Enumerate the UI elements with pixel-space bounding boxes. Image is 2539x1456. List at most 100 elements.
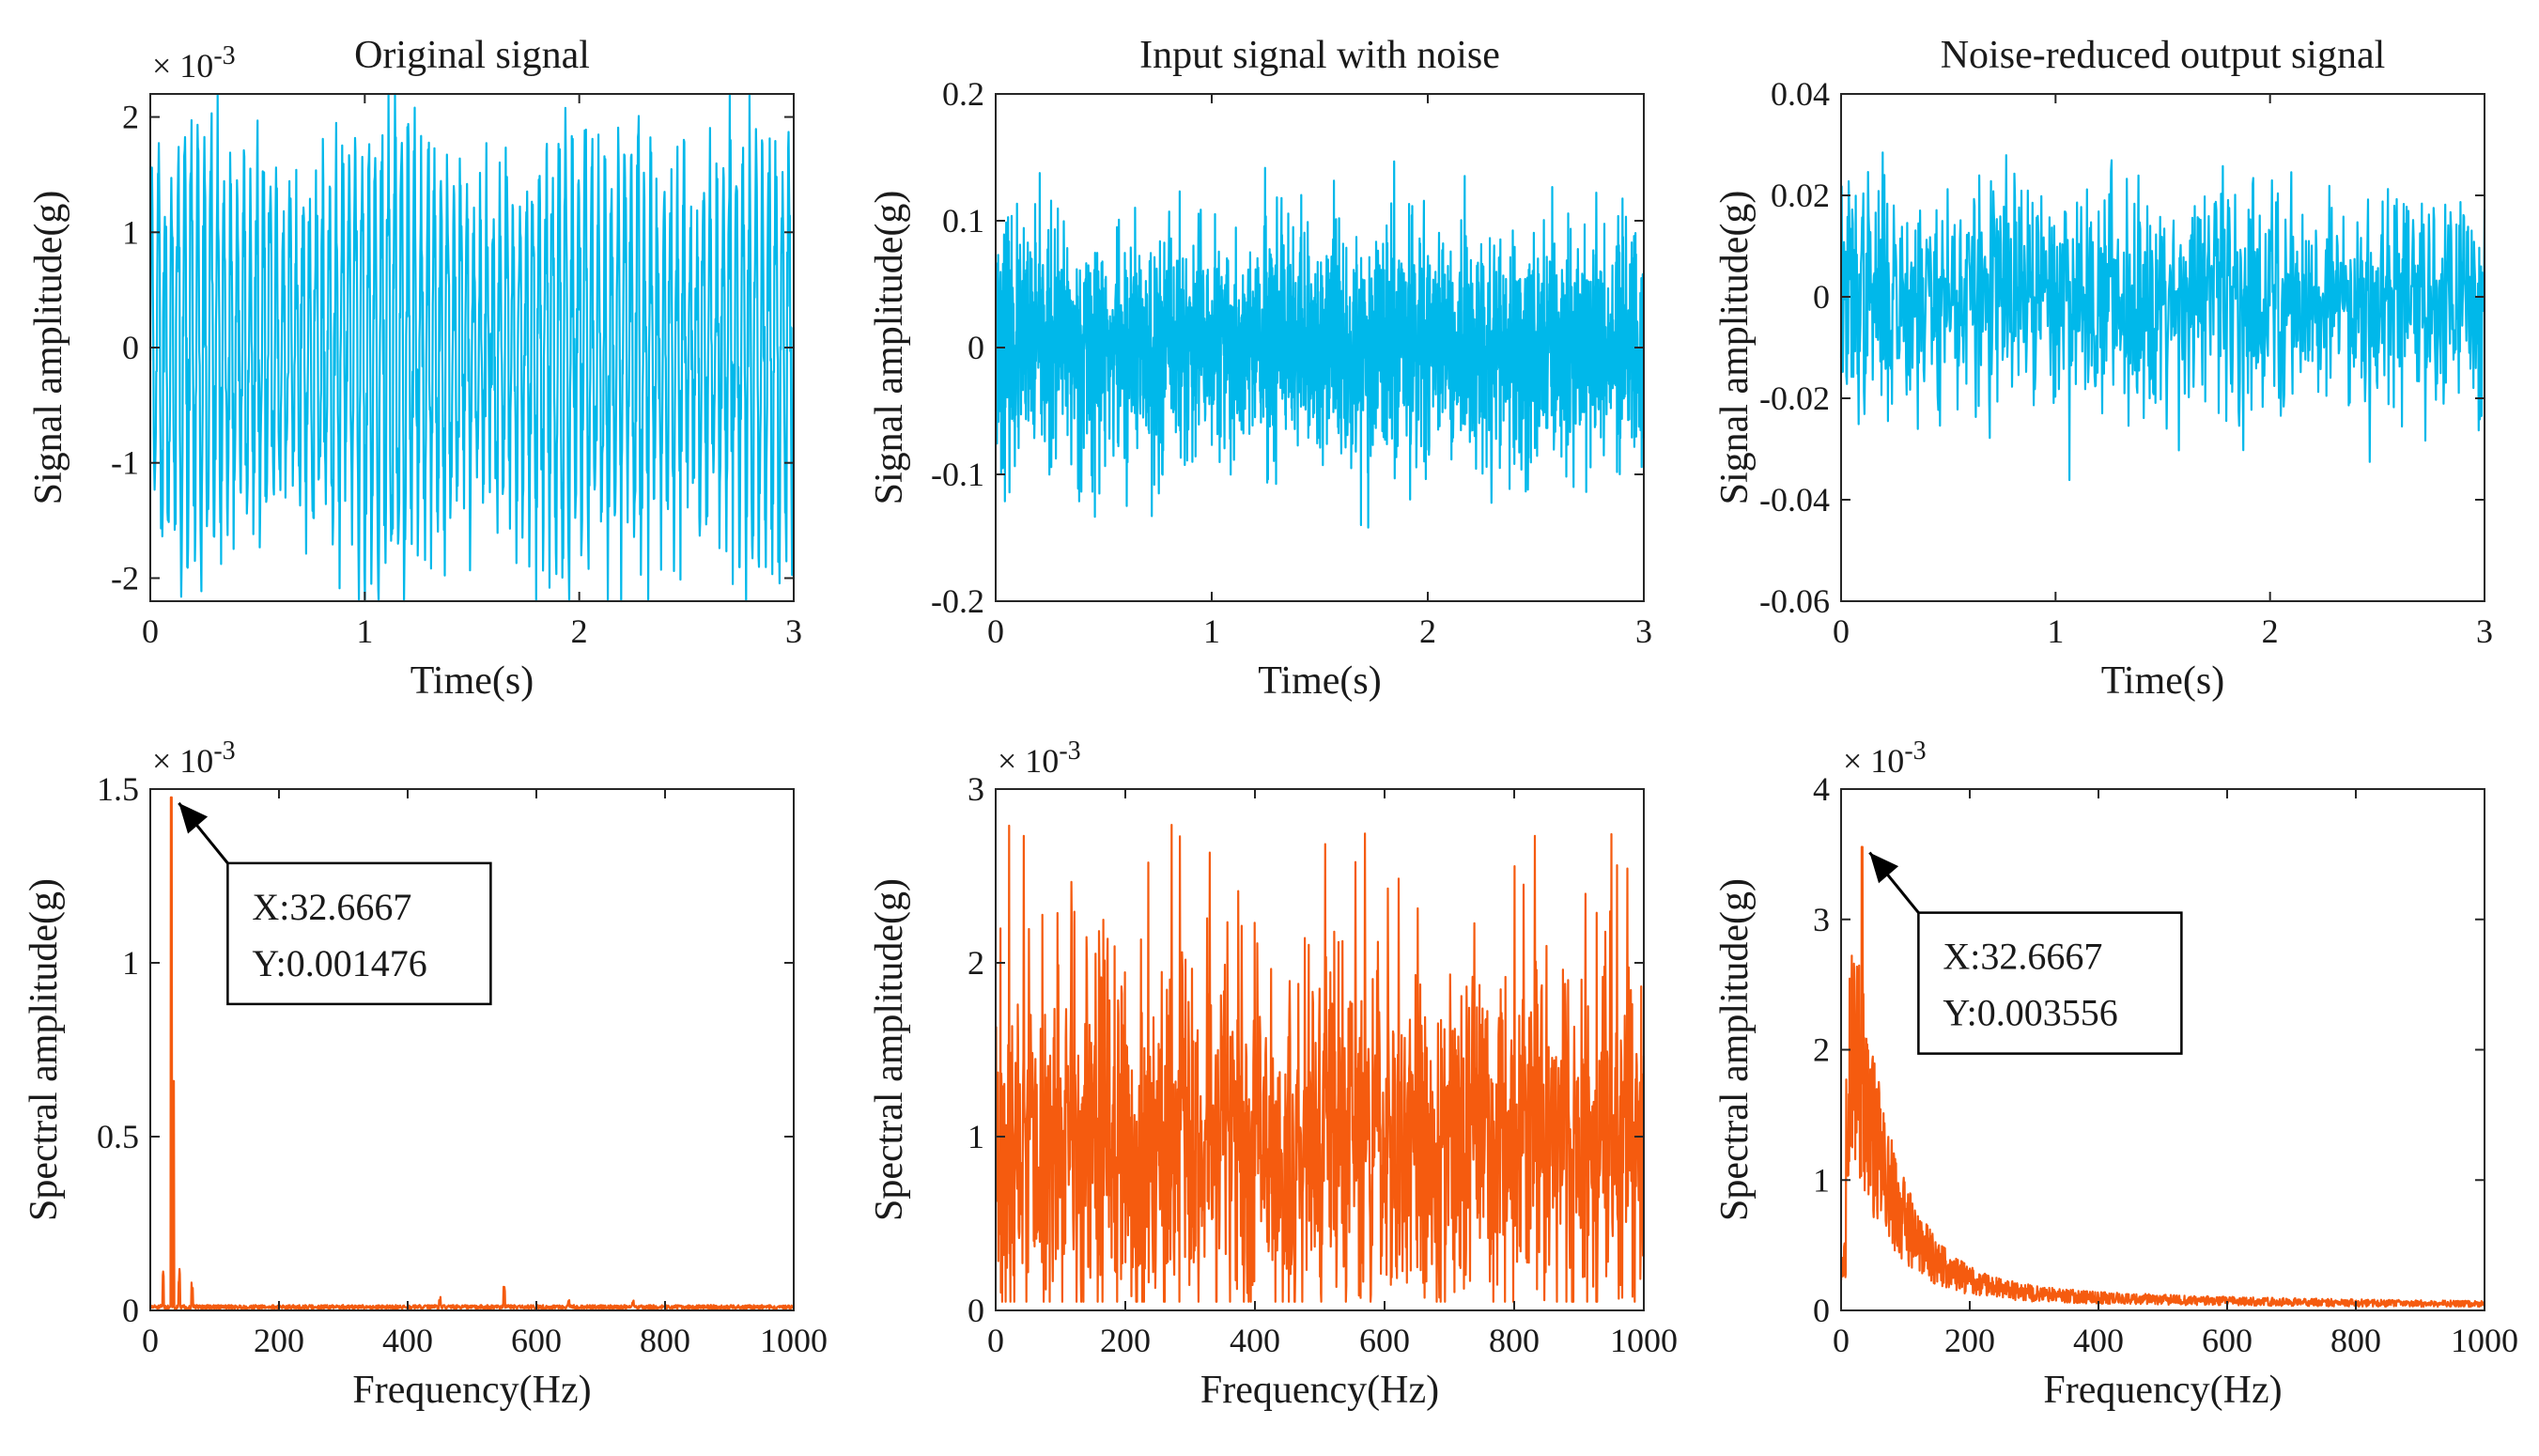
chart-1: 0 1 2 3 -2 -1 0 1 2 Original signal Time(s) Signal … [27,34,802,703]
x-tick-label: 3 [1635,612,1652,650]
x-tick-label: 0 [987,612,1004,650]
x-tick-label: 1 [1203,612,1220,650]
x-axis-label: Frequency(Hz) [1200,1369,1439,1412]
exponent-label: × 10-3 [1843,736,1927,780]
x-tick-label: 800 [640,1322,690,1359]
x-tick-label: 600 [511,1322,562,1359]
chart-title: Noise-reduced output signal [1941,34,2386,77]
x-tick-label: 1 [2047,612,2064,650]
x-tick-label: 1 [356,612,373,650]
y-axis-label: Spectral amplitude(g) [1713,878,1757,1221]
y-tick-label: -0.2 [931,582,984,620]
arrow-head-icon [178,802,209,834]
x-tick-label: 800 [2330,1322,2381,1359]
y-tick-label: 0.5 [97,1118,139,1155]
x-axis-label: Time(s) [410,659,534,703]
exponent-label: × 10-3 [152,736,236,780]
x-tick-label: 1000 [1610,1322,1678,1359]
series-line [148,796,795,1310]
arrow-head-icon [1869,852,1899,884]
axes-box [1840,93,2485,602]
data-tip-box [1917,911,2183,1055]
y-tick-label: 3 [1813,901,1830,938]
y-axis-label: Spectral amplitude(g) [868,878,911,1221]
series-line [994,160,1646,529]
x-tick-label: 0 [1833,1322,1850,1359]
series-line [994,824,1646,1303]
data-tip: X:32.6667 Y:0.003556 [1868,851,2183,1055]
y-tick-label: 2 [1813,1031,1830,1069]
x-tick-label: 1000 [2451,1322,2518,1359]
x-tick-label: 0 [142,1322,159,1359]
x-tick-label: 200 [254,1322,304,1359]
x-tick-label: 0 [987,1322,1004,1359]
chart-2: 0 1 2 3 -0.2 -0.1 0 0.1 0.2 Input signal with noi… [868,34,1652,703]
y-tick-label: -0.02 [1759,379,1830,417]
y-tick-label: -1 [111,444,139,482]
y-axis-label: Signal amplitude(g) [868,191,911,505]
x-tick-label: 0 [1833,612,1850,650]
y-tick-label: 4 [1813,770,1830,808]
series-line [148,92,796,603]
y-tick-label: 0 [122,1292,139,1329]
data-tip-x: X:32.6667 [1943,936,2102,978]
y-axis-label: Signal amplitude(g) [27,191,70,505]
exponent-label: × 10-3 [152,41,236,85]
x-tick-label: 2 [571,612,588,650]
y-tick-label: 1 [968,1118,984,1155]
x-tick-label: 3 [785,612,802,650]
data-tip-x: X:32.6667 [252,886,411,928]
y-tick-label: -0.06 [1759,582,1830,620]
x-tick-label: 200 [1100,1322,1151,1359]
y-tick-label: 0 [968,329,984,366]
data-tip-y: Y:0.001476 [252,942,426,984]
y-tick-label: 1 [122,944,139,982]
y-tick-label: 0.02 [1771,177,1830,214]
x-tick-label: 400 [2073,1322,2124,1359]
x-axis-label: Frequency(Hz) [352,1369,591,1412]
y-tick-label: -0.1 [931,456,984,493]
exponent-label: × 10-3 [998,736,1081,780]
series-line [1839,845,2486,1309]
y-tick-label: 2 [122,99,139,136]
y-tick-label: -0.04 [1759,481,1830,519]
axes-box [149,788,795,1311]
chart-title: Input signal with noise [1139,34,1500,77]
y-tick-label: 0 [122,329,139,366]
x-tick-label: 2 [2262,612,2279,650]
y-tick-label: 0.2 [942,75,984,113]
x-tick-label: 600 [2202,1322,2253,1359]
y-axis-label: Spectral amplitude(g) [23,878,66,1221]
x-tick-label: 1000 [760,1322,828,1359]
x-tick-label: 400 [1230,1322,1280,1359]
chart-3: 0 1 2 3 -0.06 -0.04 -0.02 0 0.02 0.04 Noise-reduce… [1713,34,2493,703]
y-tick-label: 0.04 [1771,75,1830,113]
y-axis-label: Signal amplitude(g) [1713,191,1757,505]
x-tick-label: 400 [382,1322,433,1359]
chart-4: 0 200 400 600 800 1000 0 0.5 1 1.5 Frequency(Hz) Sp… [23,736,828,1412]
y-tick-label: 0 [1813,1292,1830,1329]
y-tick-label: 0 [1813,278,1830,316]
x-tick-label: 3 [2476,612,2493,650]
x-axis-label: Frequency(Hz) [2043,1369,2282,1412]
axes-box [995,788,1645,1311]
chart-title: Original signal [354,34,590,77]
x-tick-label: 0 [142,612,159,650]
y-tick-label: -2 [111,559,139,596]
y-tick-label: 1 [1813,1161,1830,1199]
y-tick-label: 0 [968,1292,984,1329]
y-tick-label: 0.1 [942,202,984,240]
x-tick-label: 800 [1489,1322,1540,1359]
chart-5: 0 200 400 600 800 1000 0 1 2 3 Frequency(Hz) Spectr… [868,736,1678,1412]
x-axis-label: Time(s) [2101,659,2224,703]
x-tick-label: 200 [1944,1322,1995,1359]
chart-6: 0 200 400 600 800 1000 0 1 2 3 4 Frequency(Hz) Spect… [1713,736,2518,1412]
series-line [1839,151,2486,482]
y-tick-label: 1 [122,213,139,251]
data-tip-box [226,861,492,1006]
data-tip: X:32.6667 Y:0.001476 [178,801,492,1006]
x-tick-label: 600 [1359,1322,1410,1359]
y-tick-label: 3 [968,770,984,808]
x-tick-label: 2 [1419,612,1436,650]
